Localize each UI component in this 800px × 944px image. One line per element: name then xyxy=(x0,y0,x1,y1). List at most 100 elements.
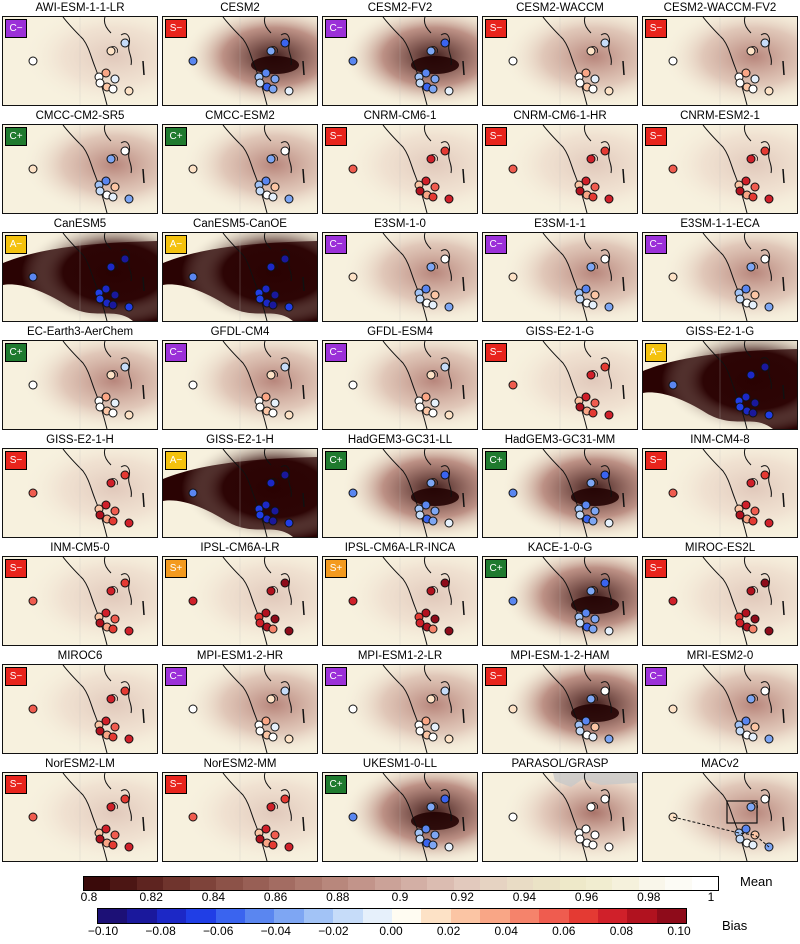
panel-map: C− xyxy=(162,664,318,754)
model-panel: CNRM-CM6-1-HR S− xyxy=(480,108,640,216)
model-panel: CanESM5-CanOE A− xyxy=(160,216,320,324)
model-panel: CNRM-ESM2-1 S− xyxy=(640,108,800,216)
category-badge: S− xyxy=(325,127,347,146)
panel-title: PARASOL/GRASP xyxy=(511,758,609,770)
category-badge: C− xyxy=(5,19,27,38)
panel-map: S− xyxy=(2,448,158,538)
category-badge: S− xyxy=(485,127,507,146)
colorbar-tick-label: −0.06 xyxy=(203,924,234,938)
model-panel: MIROC-ES2L S− xyxy=(640,540,800,648)
panel-map: C+ xyxy=(2,340,158,430)
colorbar-swatch xyxy=(392,909,422,923)
panel-map: S− xyxy=(642,448,798,538)
colorbar-tick-label: 0.94 xyxy=(512,890,537,904)
colorbar-tick-label: 0.04 xyxy=(494,924,518,938)
colorbar-swatch xyxy=(539,909,569,923)
panel-title: E3SM-1-1-ECA xyxy=(680,218,760,230)
colorbar-swatch xyxy=(450,909,481,923)
colorbar-swatch xyxy=(348,877,375,890)
category-badge: S− xyxy=(645,451,667,470)
model-panel: HadGEM3-GC31-LL C+ xyxy=(320,432,480,540)
panel-map: S− xyxy=(162,772,318,862)
model-panel: MPI-ESM-1-2-HAM S− xyxy=(480,648,640,756)
panel-map: S− xyxy=(322,124,478,214)
colorbar-swatch xyxy=(303,909,334,923)
category-badge: S− xyxy=(165,775,187,794)
panel-title: MIROC-ES2L xyxy=(684,542,756,554)
category-badge: C+ xyxy=(5,343,27,362)
category-badge: S− xyxy=(645,19,667,38)
panel-map: S− xyxy=(2,556,158,646)
model-panel: CESM2-FV2 C− xyxy=(320,0,480,108)
colorbar-swatch xyxy=(401,877,428,890)
panel-title: IPSL-CM6A-LR-INCA xyxy=(344,542,456,554)
panel-map xyxy=(642,772,798,862)
colorbar-tick-label: 0.08 xyxy=(609,924,634,938)
colorbar-swatch xyxy=(321,877,349,890)
category-badge: S− xyxy=(645,127,667,146)
colorbar-label: Mean xyxy=(740,874,773,889)
colorbar-tick-label: 0.00 xyxy=(379,924,403,938)
model-panel: EC-Earth3-AerChem C+ xyxy=(0,324,160,432)
panel-title: GISS-E2-1-H xyxy=(46,434,114,446)
colorbar-swatch xyxy=(245,909,275,923)
panel-map: S+ xyxy=(322,556,478,646)
model-panel: AWI-ESM-1-1-LR C− xyxy=(0,0,160,108)
panel-map: S− xyxy=(162,16,318,106)
panel-title: MPI-ESM-1-2-HAM xyxy=(510,650,610,662)
model-panel: CNRM-CM6-1 S− xyxy=(320,108,480,216)
category-badge: A− xyxy=(645,343,667,362)
panel-title: GISS-E2-1-G xyxy=(525,326,595,338)
panel-title: CNRM-CM6-1-HR xyxy=(513,110,607,122)
panel-title: HadGEM3-GC31-MM xyxy=(504,434,616,446)
panel-map: S− xyxy=(482,16,638,106)
panel-title: AWI-ESM-1-1-LR xyxy=(35,2,125,14)
category-badge: A− xyxy=(5,235,27,254)
category-badge: C− xyxy=(645,667,667,686)
colorbar-swatch xyxy=(110,877,137,890)
colorbar-swatch xyxy=(691,877,719,890)
model-panel: MRI-ESM2-0 C− xyxy=(640,648,800,756)
category-badge: C+ xyxy=(485,559,507,578)
model-panel: INM-CM5-0 S− xyxy=(0,540,160,648)
model-panel: IPSL-CM6A-LR S+ xyxy=(160,540,320,648)
colorbar-tick-label: 0.06 xyxy=(552,924,576,938)
colorbar-tick-label: −0.02 xyxy=(318,924,349,938)
panel-map: C− xyxy=(322,232,478,322)
panel-map: S+ xyxy=(162,556,318,646)
colorbar-tick-label: −0.08 xyxy=(145,924,176,938)
colorbar-swatch xyxy=(665,877,692,890)
category-badge: C+ xyxy=(325,451,347,470)
panel-title: HadGEM3-GC31-LL xyxy=(347,434,453,446)
mean-scale-colorbar xyxy=(83,876,719,891)
colorbar-tick-label: 1 xyxy=(707,890,715,904)
colorbar-label: Bias xyxy=(722,918,748,933)
model-panel: GFDL-ESM4 C− xyxy=(320,324,480,432)
panel-map: S− xyxy=(642,124,798,214)
colorbar-swatch xyxy=(656,909,687,923)
panel-map: S− xyxy=(642,556,798,646)
panel-title: CESM2-WACCM-FV2 xyxy=(663,2,777,14)
colorbar-swatch xyxy=(127,909,157,923)
category-badge: C− xyxy=(325,343,347,362)
colorbar-swatch xyxy=(295,877,322,890)
colorbar-swatch xyxy=(362,909,393,923)
model-panel: GFDL-CM4 C− xyxy=(160,324,320,432)
panel-map: C− xyxy=(322,340,478,430)
panel-title: CanESM5 xyxy=(53,218,107,230)
panel-title: MRI-ESM2-0 xyxy=(686,650,754,662)
category-badge: S− xyxy=(485,667,507,686)
colorbar-swatch xyxy=(612,877,639,890)
panel-title: MPI-ESM1-2-LR xyxy=(357,650,443,662)
panel-map: C− xyxy=(482,232,638,322)
panel-title: CMCC-ESM2 xyxy=(205,110,275,122)
category-badge: S+ xyxy=(165,559,187,578)
panel-map: C+ xyxy=(322,448,478,538)
panel-title: EC-Earth3-AerChem xyxy=(26,326,134,338)
category-badge: S− xyxy=(5,451,27,470)
colorbar-swatch xyxy=(480,909,510,923)
panel-title: GISS-E2-1-G xyxy=(685,326,755,338)
panel-map: S− xyxy=(642,16,798,106)
category-badge: S− xyxy=(645,559,667,578)
panel-title: MIROC6 xyxy=(57,650,103,662)
